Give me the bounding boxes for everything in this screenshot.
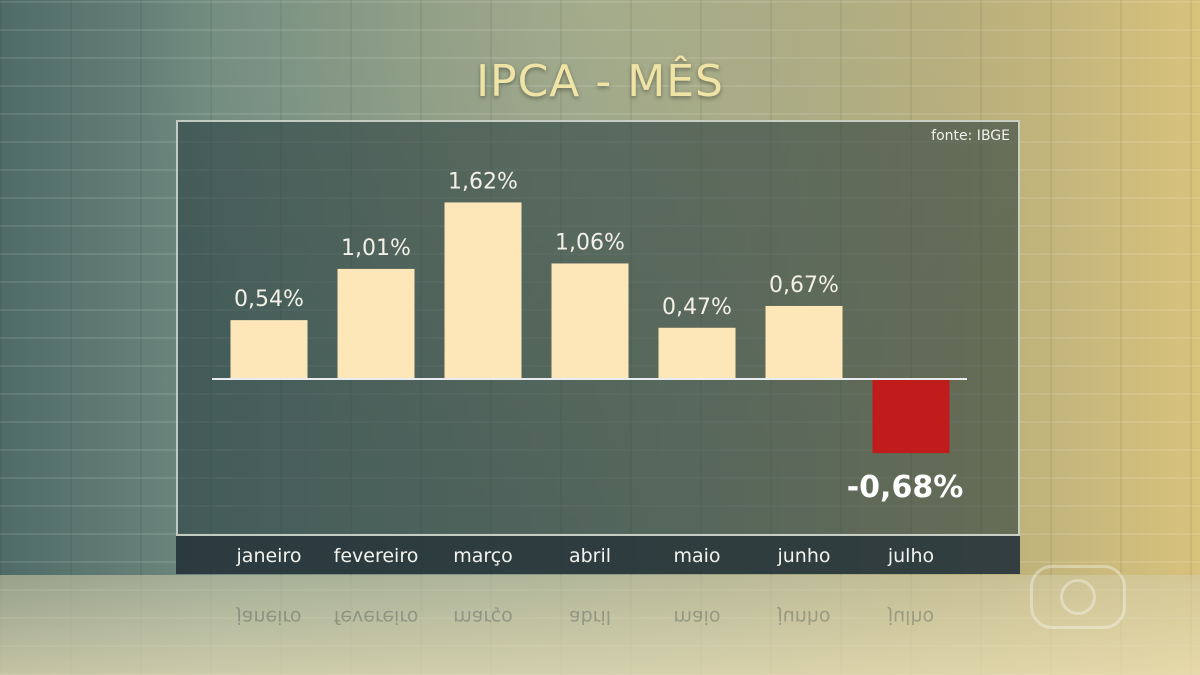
category-label-julho: julho <box>887 545 934 567</box>
value-label-maio: 0,47% <box>662 295 732 320</box>
category-label-maio: maio <box>673 545 720 567</box>
category-reflection-text: abril <box>568 606 612 628</box>
studio-floor <box>0 575 1200 675</box>
tv-logo-icon <box>1030 565 1126 629</box>
category-label-abril: abril <box>569 545 611 567</box>
bar-janeiro <box>230 320 308 379</box>
bar-março <box>444 202 522 379</box>
category-label-março: março <box>453 545 513 567</box>
chart-panel <box>176 120 1020 536</box>
category-label-janeiro: janeiro <box>236 545 302 567</box>
chart-source: fonte: IBGE <box>931 128 1010 144</box>
value-label-julho: -0,68% <box>847 470 964 505</box>
bar-maio <box>658 327 736 379</box>
chart-title: IPCA - MÊS <box>476 56 724 107</box>
category-reflection-text: janeiro <box>236 606 302 628</box>
value-label-abril: 1,06% <box>555 230 625 255</box>
bar-julho <box>872 379 950 454</box>
bar-abril <box>551 263 629 379</box>
bar-junho <box>765 305 843 379</box>
value-label-março: 1,62% <box>448 169 518 194</box>
category-reflection-text: maio <box>673 606 721 628</box>
category-label-junho: junho <box>776 545 830 567</box>
category-reflection: janeiro fevereiro março abril maio junho julho <box>176 596 1020 636</box>
bar-fevereiro <box>337 268 415 379</box>
category-label-bar <box>176 536 1020 574</box>
value-label-junho: 0,67% <box>769 273 839 298</box>
category-reflection-text: julho <box>887 606 935 628</box>
value-label-fevereiro: 1,01% <box>341 236 411 261</box>
value-label-janeiro: 0,54% <box>234 287 304 312</box>
category-reflection-text: junho <box>777 606 831 628</box>
category-label-fevereiro: fevereiro <box>334 545 419 567</box>
category-reflection-text: março <box>453 606 513 628</box>
category-reflection-text: fevereiro <box>333 606 419 628</box>
